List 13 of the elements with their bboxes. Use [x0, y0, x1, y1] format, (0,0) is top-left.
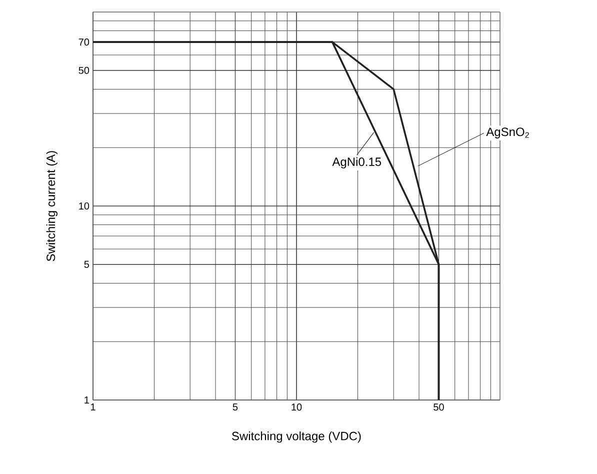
- series-label: AgNi0.15: [332, 157, 382, 168]
- x-tick-label: 5: [232, 404, 238, 411]
- y-tick-label: 1: [84, 396, 89, 404]
- x-tick-label: 50: [434, 404, 444, 411]
- y-tick-label: 10: [79, 202, 90, 210]
- x-axis-title: Switching voltage (VDC): [232, 431, 361, 443]
- x-tick-label: 1: [90, 404, 96, 410]
- y-tick-label: 5: [84, 260, 90, 268]
- y-tick-label: 50: [78, 66, 90, 74]
- y-axis-title: Switching current (A): [46, 151, 58, 262]
- text: AgSnO$_{2}$: [486, 128, 529, 138]
- x-tick-label: 10: [292, 404, 302, 411]
- y-tick-label: 70: [78, 38, 90, 46]
